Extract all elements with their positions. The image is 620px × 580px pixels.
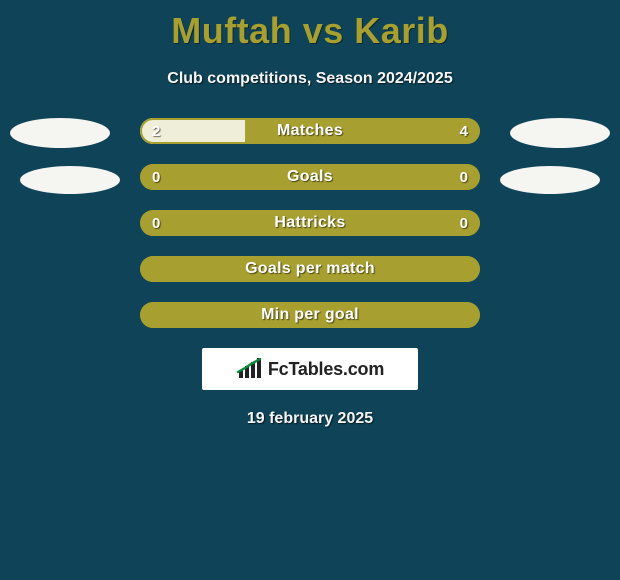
bar-hattricks-right-value: 0 <box>460 210 468 236</box>
bar-min-per-goal: Min per goal <box>140 302 480 328</box>
bar-matches-right-value: 4 <box>460 118 468 144</box>
bar-goals: 0 Goals 0 <box>140 164 480 190</box>
bar-goals-label: Goals <box>140 164 480 190</box>
bar-hattricks-label: Hattricks <box>140 210 480 236</box>
subtitle: Club competitions, Season 2024/2025 <box>0 70 620 88</box>
bar-matches: 2 Matches 4 <box>140 118 480 144</box>
bars-chart-icon <box>236 358 264 380</box>
page-title: Muftah vs Karib <box>0 0 620 52</box>
player-right-badge-1 <box>510 118 610 148</box>
logo-box: FcTables.com <box>202 348 418 390</box>
player-right-badge-2 <box>500 166 600 194</box>
comparison-content: 2 Matches 4 0 Goals 0 0 Hattricks 0 Goal… <box>0 118 620 428</box>
bar-mpg-label: Min per goal <box>140 302 480 328</box>
bar-goals-per-match: Goals per match <box>140 256 480 282</box>
bar-hattricks: 0 Hattricks 0 <box>140 210 480 236</box>
bars-container: 2 Matches 4 0 Goals 0 0 Hattricks 0 Goal… <box>140 118 480 328</box>
player-left-badge-1 <box>10 118 110 148</box>
player-left-badge-2 <box>20 166 120 194</box>
date-text: 19 february 2025 <box>0 410 620 428</box>
bar-gpm-label: Goals per match <box>140 256 480 282</box>
bar-matches-label: Matches <box>140 118 480 144</box>
logo-text: FcTables.com <box>268 359 384 380</box>
bar-goals-right-value: 0 <box>460 164 468 190</box>
